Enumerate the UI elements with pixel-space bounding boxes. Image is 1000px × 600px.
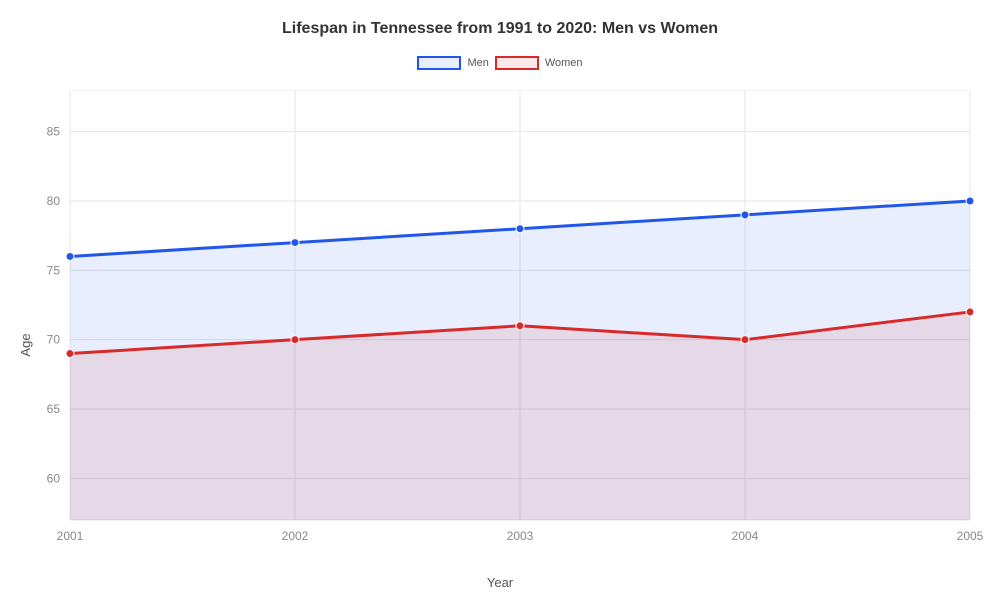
svg-text:80: 80: [47, 194, 61, 208]
svg-text:2005: 2005: [957, 529, 984, 543]
svg-text:70: 70: [47, 333, 61, 347]
chart-title: Lifespan in Tennessee from 1991 to 2020:…: [0, 0, 1000, 38]
chart-container: Lifespan in Tennessee from 1991 to 2020:…: [0, 0, 1000, 600]
legend: Men Women: [0, 56, 1000, 70]
svg-text:60: 60: [47, 471, 61, 485]
legend-item-men: Men: [417, 56, 488, 70]
legend-label-men: Men: [467, 57, 488, 69]
svg-text:2001: 2001: [57, 529, 84, 543]
chart-area: Age Year 60 65 70 75 80 85 2001 2002 2003 2004 200…: [0, 90, 1000, 600]
svg-text:2004: 2004: [732, 529, 759, 543]
x-axis-label: Year: [487, 575, 513, 590]
y-axis-label: Age: [18, 333, 33, 356]
svg-text:2003: 2003: [507, 529, 534, 543]
legend-label-women: Women: [545, 57, 583, 69]
legend-item-women: Women: [495, 56, 583, 70]
svg-text:2002: 2002: [282, 529, 309, 543]
svg-text:65: 65: [47, 402, 61, 416]
chart-svg: 60 65 70 75 80 85 2001 2002 2003 2004 2005: [0, 90, 1000, 590]
legend-swatch-men: [417, 56, 461, 70]
svg-text:85: 85: [47, 125, 61, 139]
svg-text:75: 75: [47, 263, 61, 277]
legend-swatch-women: [495, 56, 539, 70]
